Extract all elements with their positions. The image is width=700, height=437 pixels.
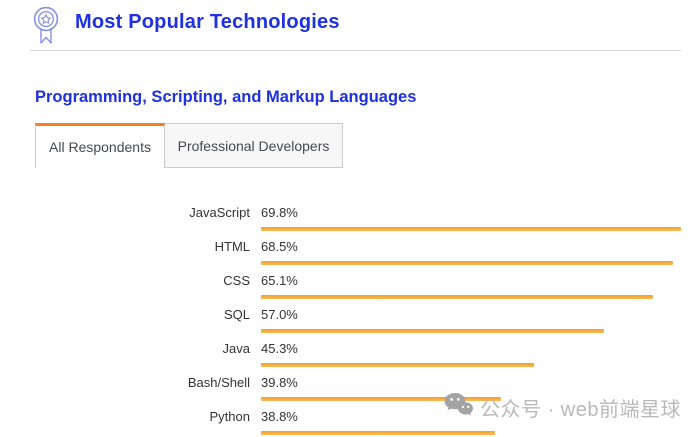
language-label: JavaScript — [189, 205, 250, 220]
chart-row: Python 38.8% — [0, 406, 700, 437]
header-divider — [30, 50, 681, 51]
percentage-bar — [261, 397, 501, 401]
language-data: 69.8% — [261, 202, 682, 231]
respondent-tabs: All Respondents Professional Developers — [35, 123, 343, 168]
tab-all-respondents-label: All Respondents — [49, 139, 151, 155]
percentage-value: 57.0% — [261, 307, 298, 322]
language-data: 39.8% — [261, 372, 501, 401]
tab-professional-developers-label: Professional Developers — [177, 137, 330, 154]
percentage-value: 45.3% — [261, 341, 298, 356]
tab-all-respondents[interactable]: All Respondents — [35, 123, 165, 168]
language-label: Bash/Shell — [187, 375, 250, 390]
chart-row: Bash/Shell 39.8% — [0, 372, 700, 406]
percentage-bar — [261, 363, 534, 367]
chart-row: CSS 65.1% — [0, 270, 700, 304]
language-data: 65.1% — [261, 270, 653, 299]
language-data: 38.8% — [261, 406, 495, 435]
percentage-bar — [261, 431, 495, 435]
percentage-bar — [261, 261, 674, 265]
watermark: 公众号 · web前端星球 — [444, 392, 681, 422]
language-data: 68.5% — [261, 236, 674, 265]
tab-professional-developers[interactable]: Professional Developers — [165, 123, 343, 168]
language-data: 45.3% — [261, 338, 534, 367]
chart-row: HTML 68.5% — [0, 236, 700, 270]
language-label: CSS — [223, 273, 250, 288]
language-label: HTML — [214, 239, 250, 254]
section-heading: Programming, Scripting, and Markup Langu… — [35, 88, 417, 106]
award-ribbon-icon — [29, 5, 63, 45]
watermark-text: 公众号 · web前端星球 — [480, 398, 681, 421]
percentage-value: 68.5% — [261, 239, 298, 254]
percentage-value: 69.8% — [261, 205, 298, 220]
percentage-value: 39.8% — [261, 375, 298, 390]
wechat-icon — [444, 392, 473, 422]
chart-row: SQL 57.0% — [0, 304, 700, 338]
languages-bar-chart: JavaScript 69.8% HTML 68.5% CSS 65.1% SQ… — [0, 202, 700, 437]
percentage-value: 38.8% — [261, 409, 298, 424]
percentage-bar — [261, 295, 653, 299]
page-title: Most Popular Technologies — [75, 11, 340, 33]
chart-row: JavaScript 69.8% — [0, 202, 700, 236]
chart-row: Java 45.3% — [0, 338, 700, 372]
language-label: Java — [222, 341, 250, 356]
percentage-value: 65.1% — [261, 273, 298, 288]
language-label: SQL — [223, 307, 250, 322]
percentage-bar — [261, 227, 682, 231]
language-label: Python — [209, 409, 250, 424]
percentage-bar — [261, 329, 605, 333]
language-data: 57.0% — [261, 304, 605, 333]
